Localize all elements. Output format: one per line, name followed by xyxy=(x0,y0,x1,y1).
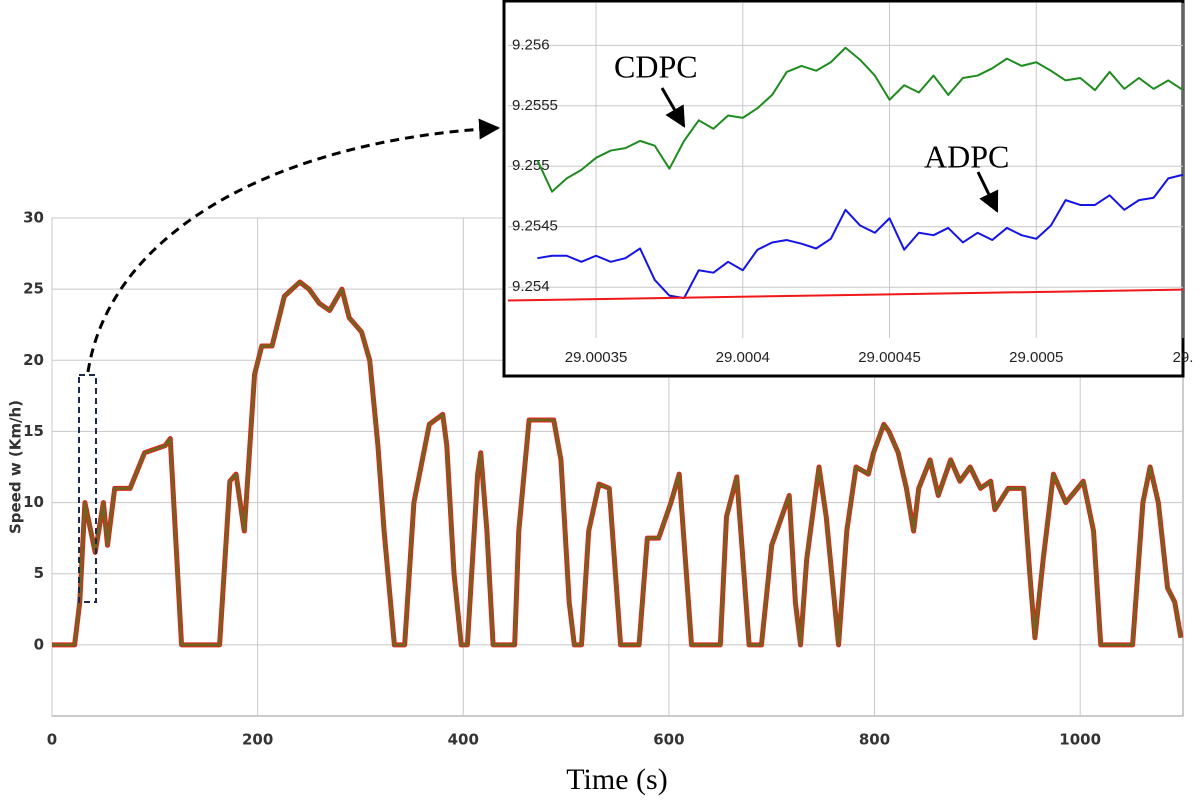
y-axis-label: Speed w (Km/h) xyxy=(7,400,25,534)
x-tick-label: 29.00045 xyxy=(858,349,921,366)
y-tick-label: 20 xyxy=(23,351,44,369)
inset-frame xyxy=(502,0,1185,378)
x-tick-label: 200 xyxy=(242,731,273,749)
x-tick-label: 29. xyxy=(1173,349,1194,366)
y-tick-label: 9.254 xyxy=(512,278,550,295)
series-line xyxy=(52,280,1183,647)
x-tick-label: 400 xyxy=(448,731,479,749)
y-tick-label: 9.256 xyxy=(512,36,550,53)
y-tick-label: 10 xyxy=(23,493,44,511)
x-tick-label: 600 xyxy=(653,731,684,749)
x-tick-label: 29.0004 xyxy=(716,349,770,366)
x-tick-label: 800 xyxy=(859,731,890,749)
x-tick-label: 1000 xyxy=(1059,731,1101,749)
cdpc-arrow xyxy=(660,87,686,128)
y-tick-label: 30 xyxy=(23,209,44,227)
y-tick-label: 9.255 xyxy=(512,157,550,174)
inset-chart: 9.254 9.2545 9.255 9.2555 9.256 29.00035 29.00… xyxy=(502,0,1194,378)
zoom-region xyxy=(78,374,97,603)
x-tick-label: 0 xyxy=(47,731,57,749)
y-tick-label: 25 xyxy=(23,280,44,298)
y-tick-label: 0 xyxy=(34,635,44,653)
y-tick-label: 9.2555 xyxy=(512,97,558,114)
x-tick-label: 29.0005 xyxy=(1009,349,1063,366)
zoom-arrow xyxy=(86,118,501,373)
y-tick-label: 9.2545 xyxy=(512,218,558,235)
y-tick-label: 5 xyxy=(34,564,44,582)
series-line xyxy=(537,173,1184,300)
series-line xyxy=(507,288,1184,302)
series-line xyxy=(536,46,1184,193)
adpc-annotation: ADPC xyxy=(924,138,1009,174)
y-tick-label: 15 xyxy=(23,422,44,440)
x-axis-label: Time (s) xyxy=(566,763,667,796)
cdpc-annotation: CDPC xyxy=(614,48,698,84)
x-tick-label: 29.00035 xyxy=(565,349,628,366)
adpc-arrow xyxy=(976,171,999,213)
